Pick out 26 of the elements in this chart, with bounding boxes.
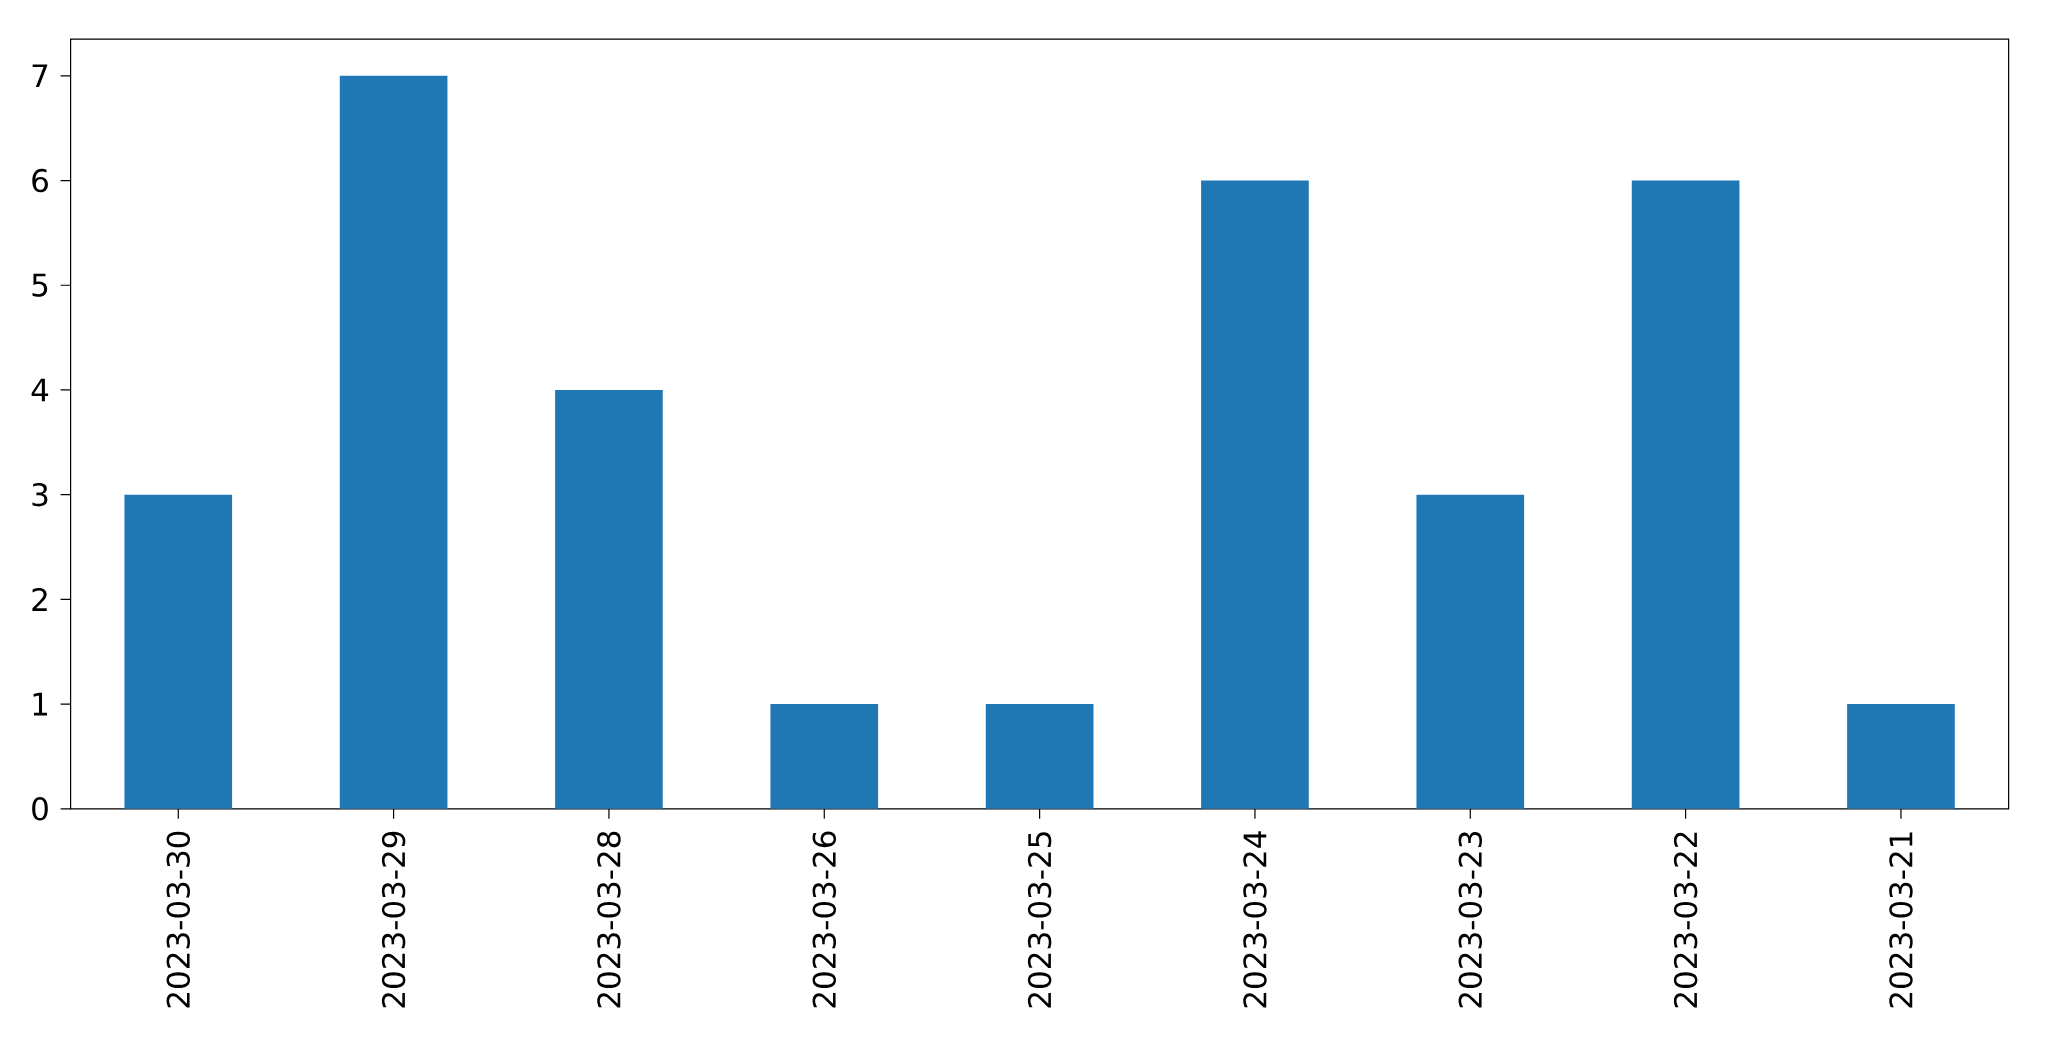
bar [124,494,233,809]
bar [339,75,448,809]
x-tick-label: 2023-03-30 [166,831,190,1008]
y-tick-label: 6 [32,168,48,193]
bar [1201,180,1309,809]
bar [770,704,879,809]
bar [985,704,1094,809]
y-tick-label: 2 [32,587,47,611]
x-tick-label: 2023-03-28 [597,831,621,1008]
y-tick-label: 0 [32,797,48,821]
bar [1631,180,1740,809]
y-tick-label: 3 [32,482,48,507]
x-tick-label: 2023-03-24 [1243,831,1267,1008]
x-tick-label: 2023-03-23 [1458,832,1483,1008]
bar [1847,704,1955,809]
bar [555,389,663,809]
x-tick-label: 2023-03-21 [1889,832,1913,1008]
x-tick-label: 2023-03-25 [1027,832,1052,1008]
x-tick-label: 2023-03-29 [381,831,406,1008]
x-tick-label: 2023-03-26 [812,831,836,1008]
y-tick-label: 4 [31,378,49,402]
bar [1416,494,1525,809]
y-tick-label: 1 [33,692,48,716]
x-tick-label: 2023-03-22 [1673,832,1698,1008]
y-tick-label: 5 [32,273,48,297]
y-tick-label: 7 [32,64,48,88]
